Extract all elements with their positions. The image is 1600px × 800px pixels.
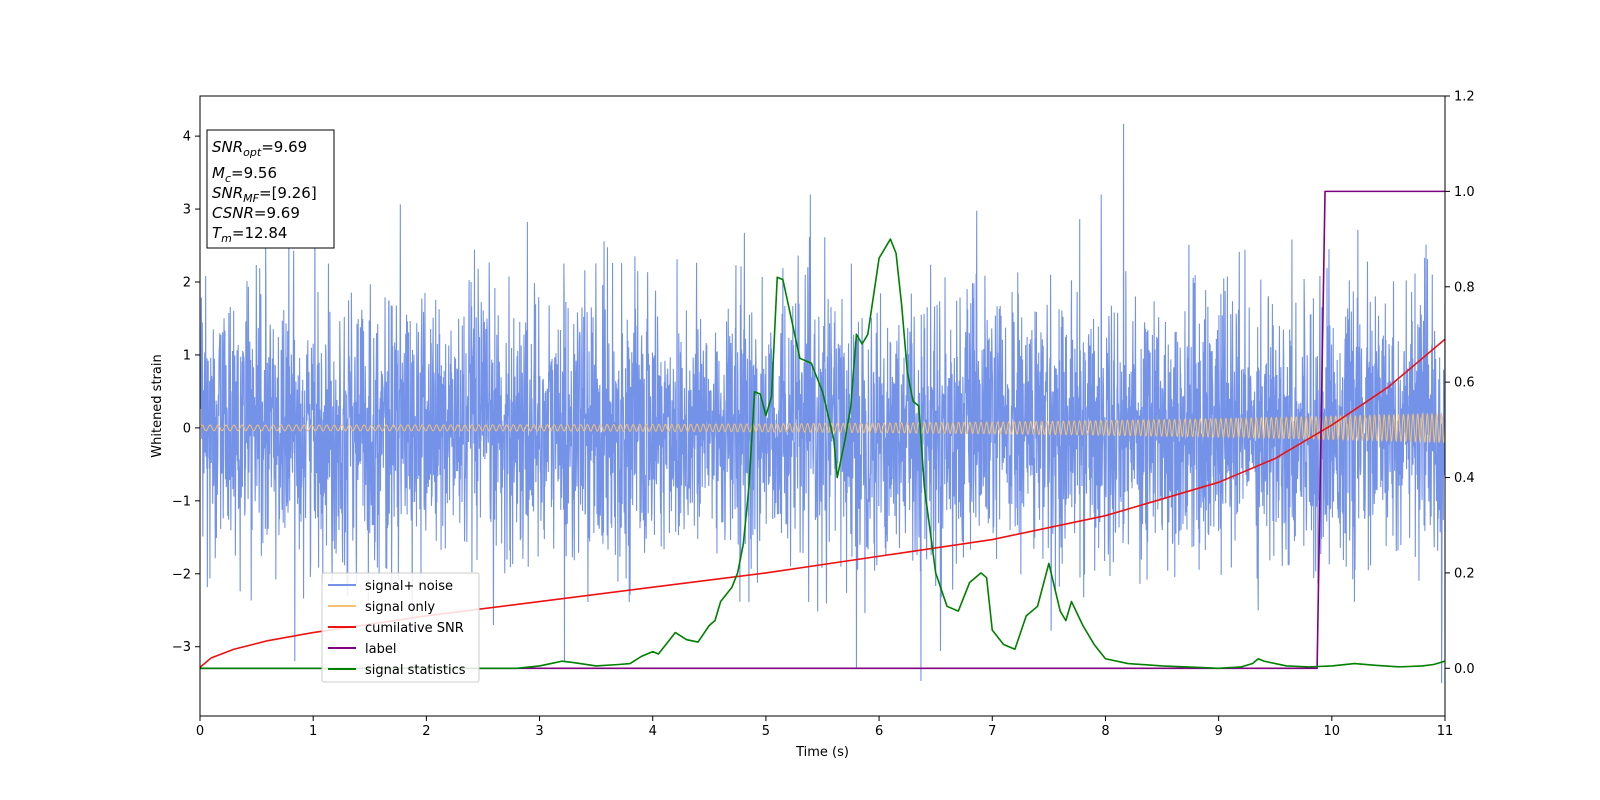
y2-tick-label: 1.2	[1454, 90, 1475, 105]
legend-label-signal-only: signal only	[365, 600, 435, 615]
y-tick-label: 3	[183, 203, 191, 218]
legend-label-signal-statistics: signal statistics	[365, 663, 466, 678]
series-cumulative-snr	[200, 338, 1445, 668]
series-signal-only	[200, 411, 1445, 444]
y-tick-label: −3	[172, 640, 191, 655]
legend: signal+ noise signal only cumilative SNR…	[321, 572, 480, 683]
x-axis-label: Time (s)	[795, 745, 849, 760]
y-axis-label: Whitened strain	[150, 354, 165, 457]
y2-tick-label: 0.6	[1454, 376, 1475, 391]
y2-tick-label: 0.2	[1454, 566, 1475, 581]
series-layer	[200, 123, 1445, 684]
textbox-line-mc: Mc=9.56	[212, 164, 277, 185]
y2-tick-label: 0.0	[1454, 662, 1475, 677]
y2-tick-label: 1.0	[1454, 185, 1475, 200]
textbox-line-snr-opt: SNRopt=9.69	[212, 138, 307, 159]
x-tick-label: 6	[875, 724, 883, 739]
y-tick-label: −1	[172, 494, 191, 509]
y2-tick-label: 0.8	[1454, 280, 1475, 295]
x-tick-label: 0	[196, 724, 204, 739]
info-textbox: SNRopt=9.69 Mc=9.56 SNRMF=[9.26] CSNR=9.…	[206, 129, 335, 249]
x-tick-label: 11	[1437, 724, 1454, 739]
series-signal-statistics	[200, 238, 1445, 670]
x-tick-label: 4	[649, 724, 657, 739]
x-tick-label: 2	[422, 724, 430, 739]
textbox-line-snr-mf: SNRMF=[9.26]	[212, 184, 317, 205]
axis-layer: 0 1 2 3 4 5 6 7 8 9 10 11 −3 −2 −1 0 1 2 3 4 0.0 0.2 0.4 0.6 0.8…	[172, 90, 1475, 740]
legend-frame	[321, 572, 480, 683]
x-tick-label: 10	[1324, 724, 1341, 739]
textbox-line-tm: Tm=12.84	[212, 224, 287, 245]
y-tick-label: 0	[183, 421, 191, 436]
series-label	[200, 190, 1445, 670]
y-tick-label: 4	[183, 130, 191, 145]
info-textbox-frame	[206, 129, 335, 249]
legend-label-cumulative-snr: cumilative SNR	[365, 621, 464, 636]
x-tick-label: 7	[988, 724, 996, 739]
plot-frame	[199, 95, 1446, 717]
textbox-line-csnr: CSNR=9.69	[212, 204, 300, 222]
x-tick-label: 5	[762, 724, 770, 739]
y-tick-label: −2	[172, 567, 191, 582]
x-tick-label: 8	[1101, 724, 1109, 739]
x-tick-label: 9	[1214, 724, 1222, 739]
legend-label-signal-noise: signal+ noise	[365, 579, 453, 594]
y2-tick-label: 0.4	[1454, 471, 1475, 486]
y-tick-label: 1	[183, 348, 191, 363]
y-tick-label: 2	[183, 276, 191, 291]
x-tick-label: 3	[535, 724, 543, 739]
legend-label-label: label	[365, 642, 396, 657]
x-tick-label: 1	[309, 724, 317, 739]
series-signal-noise	[200, 123, 1445, 684]
